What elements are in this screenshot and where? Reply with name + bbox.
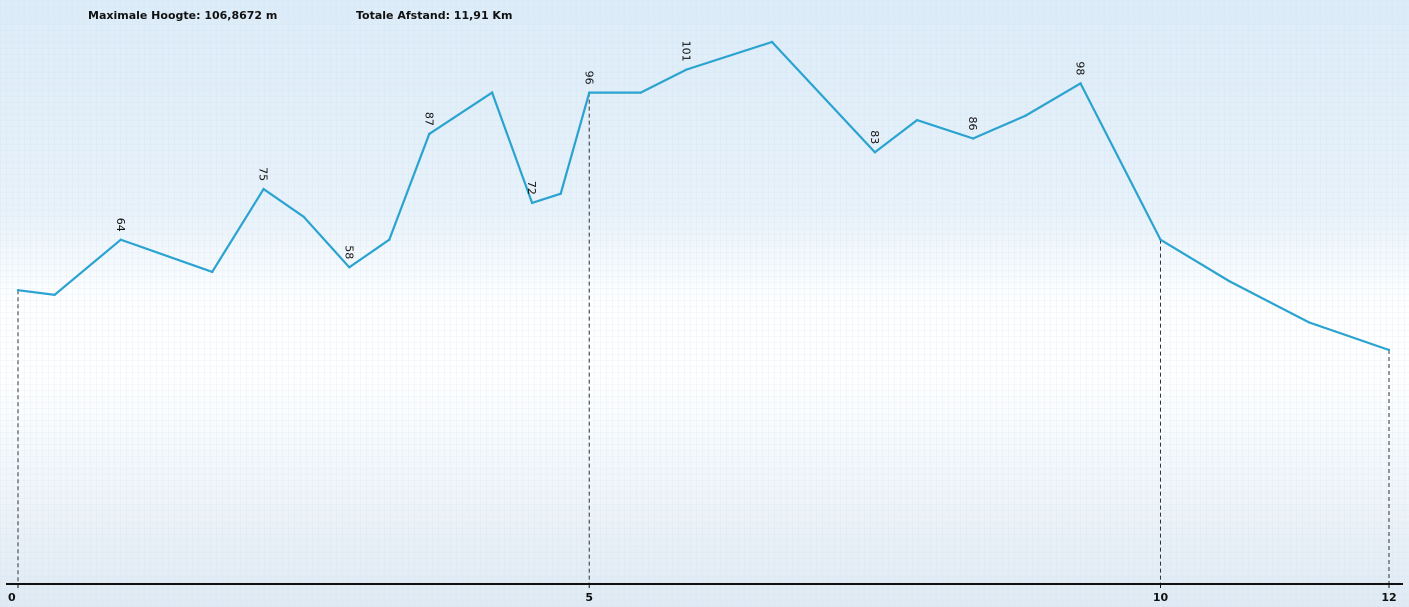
data-point-6: [348, 266, 351, 269]
data-point-21: [1159, 238, 1162, 241]
data-point-4: [262, 187, 265, 191]
data-point-18: [971, 137, 975, 140]
data-point-1: [53, 293, 56, 297]
data-label-83: 83: [868, 130, 881, 144]
total-distance-label: Totale Afstand: 11,91 Km: [356, 9, 513, 22]
data-label-87: 87: [422, 112, 435, 126]
data-point-2: [119, 238, 123, 241]
x-axis: 0 5 10 12: [6, 583, 1403, 604]
data-label-101: 101: [679, 41, 692, 62]
data-point-20: [1079, 82, 1082, 85]
data-point-10: [530, 201, 534, 205]
data-point-7: [388, 238, 391, 241]
data-point-11: [559, 192, 562, 195]
data-point-3: [211, 270, 214, 274]
data-point-12: [588, 91, 591, 94]
data-point-13: [639, 91, 642, 94]
data-point-8: [428, 132, 431, 136]
point-labels: 64 75 58 87 72 96 101 83 86 98: [114, 41, 1087, 260]
data-point-17: [915, 118, 919, 122]
data-label-58: 58: [342, 245, 355, 259]
data-point-0: [16, 289, 20, 292]
data-label-86: 86: [966, 117, 979, 131]
data-label-75: 75: [257, 167, 270, 181]
x-tick-label-5: 5: [585, 591, 593, 604]
guide-lines: [17, 92, 1390, 584]
data-point-23: [1307, 321, 1311, 324]
x-tick-label-0: 0: [8, 591, 16, 604]
x-tick-label-12: 12: [1381, 591, 1396, 604]
x-tick-label-10: 10: [1153, 591, 1169, 604]
data-point-19: [1024, 114, 1027, 117]
max-height-label: Maximale Hoogte: 106,8672 m: [88, 9, 278, 22]
data-point-24: [1387, 348, 1391, 352]
data-label-64: 64: [114, 218, 127, 232]
data-label-72: 72: [525, 181, 538, 195]
data-point-14: [685, 68, 688, 71]
data-label-98: 98: [1074, 61, 1087, 75]
data-label-96: 96: [582, 71, 595, 85]
data-point-5: [302, 215, 305, 218]
data-point-15: [770, 40, 774, 44]
elevation-series: [16, 40, 1391, 352]
data-point-9: [490, 91, 494, 94]
data-point-16: [873, 151, 877, 154]
data-point-22: [1227, 279, 1231, 283]
